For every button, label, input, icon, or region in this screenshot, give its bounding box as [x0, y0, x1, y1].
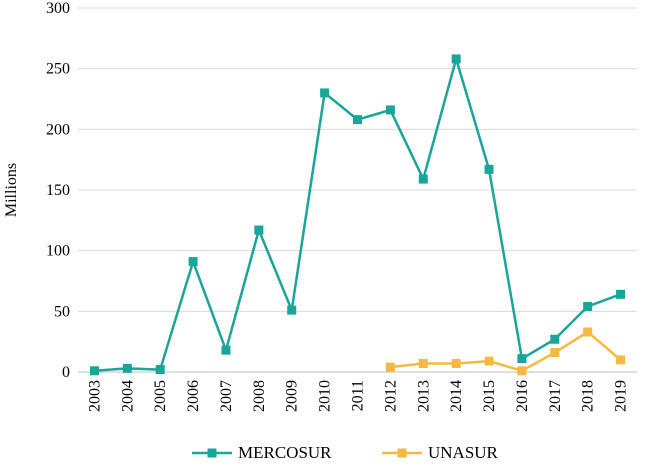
y-tick-label: 100: [46, 243, 70, 260]
y-tick-label: 50: [54, 303, 70, 320]
legend-marker: [207, 448, 217, 458]
x-tick-labels: 2003 2004 2005 2006 2007 2008 2009 2010 2011 2012…: [86, 380, 629, 412]
legend-label: UNASUR: [428, 443, 499, 462]
x-tick-label: 2012: [382, 380, 399, 412]
x-tick-label: 2015: [481, 380, 498, 412]
data-point: [451, 54, 461, 64]
legend-marker: [397, 448, 407, 458]
x-tick-label: 2008: [251, 380, 268, 412]
x-tick-label: 2017: [547, 380, 564, 412]
data-point: [583, 301, 593, 311]
x-tick-label: 2009: [284, 380, 301, 412]
x-tick-label: 2004: [119, 380, 136, 412]
y-tick-label: 250: [46, 61, 70, 78]
data-point: [484, 356, 494, 366]
data-point: [155, 365, 165, 375]
series: [89, 54, 626, 376]
data-point: [89, 366, 99, 376]
data-point: [320, 88, 330, 98]
x-tick-label: 2003: [86, 380, 103, 412]
data-point: [353, 115, 362, 125]
data-point: [616, 289, 626, 299]
data-point: [254, 225, 264, 235]
legend-item: UNASUR: [382, 443, 499, 462]
legend: MERCOSUR UNASUR: [192, 443, 499, 462]
grid-lines: [78, 7, 637, 312]
x-tick-label: 2006: [185, 380, 202, 412]
data-point: [484, 164, 494, 174]
data-point: [385, 105, 395, 115]
y-axis-label: Millions: [3, 163, 20, 217]
x-tick-label: 2013: [415, 380, 432, 412]
series-line: [390, 330, 622, 373]
data-point: [550, 334, 560, 344]
legend-label: MERCOSUR: [238, 443, 332, 462]
data-point: [517, 354, 527, 364]
x-tick-label: 2016: [514, 380, 531, 412]
x-tick-label: 2014: [448, 380, 465, 412]
y-tick-label: 150: [46, 182, 70, 199]
data-point: [616, 355, 626, 365]
y-tick-label: 300: [46, 0, 70, 17]
data-point: [418, 359, 428, 369]
data-point: [122, 363, 132, 373]
data-point: [188, 257, 198, 267]
data-point: [418, 174, 428, 184]
data-point: [287, 305, 297, 315]
data-point: [451, 359, 461, 369]
y-tick-label: 0: [62, 364, 70, 381]
x-tick-label: 2019: [613, 380, 630, 412]
data-point: [583, 327, 593, 337]
series-unasur: [385, 327, 626, 376]
data-point: [517, 366, 527, 376]
series-mercosur: [89, 54, 626, 376]
y-tick-label: 200: [46, 121, 70, 138]
data-point: [221, 345, 231, 355]
x-tick-label: 2011: [350, 380, 367, 411]
series-line: [94, 57, 621, 373]
x-tick-label: 2018: [580, 380, 597, 412]
x-tick-label: 2007: [218, 380, 235, 412]
x-tick-label: 2010: [317, 380, 334, 412]
data-point: [550, 348, 560, 358]
x-tick-label: 2005: [152, 380, 169, 412]
y-tick-labels: 0 50 100 150 200 250 300: [46, 0, 70, 381]
data-point: [385, 362, 395, 372]
legend-item: MERCOSUR: [192, 443, 332, 462]
